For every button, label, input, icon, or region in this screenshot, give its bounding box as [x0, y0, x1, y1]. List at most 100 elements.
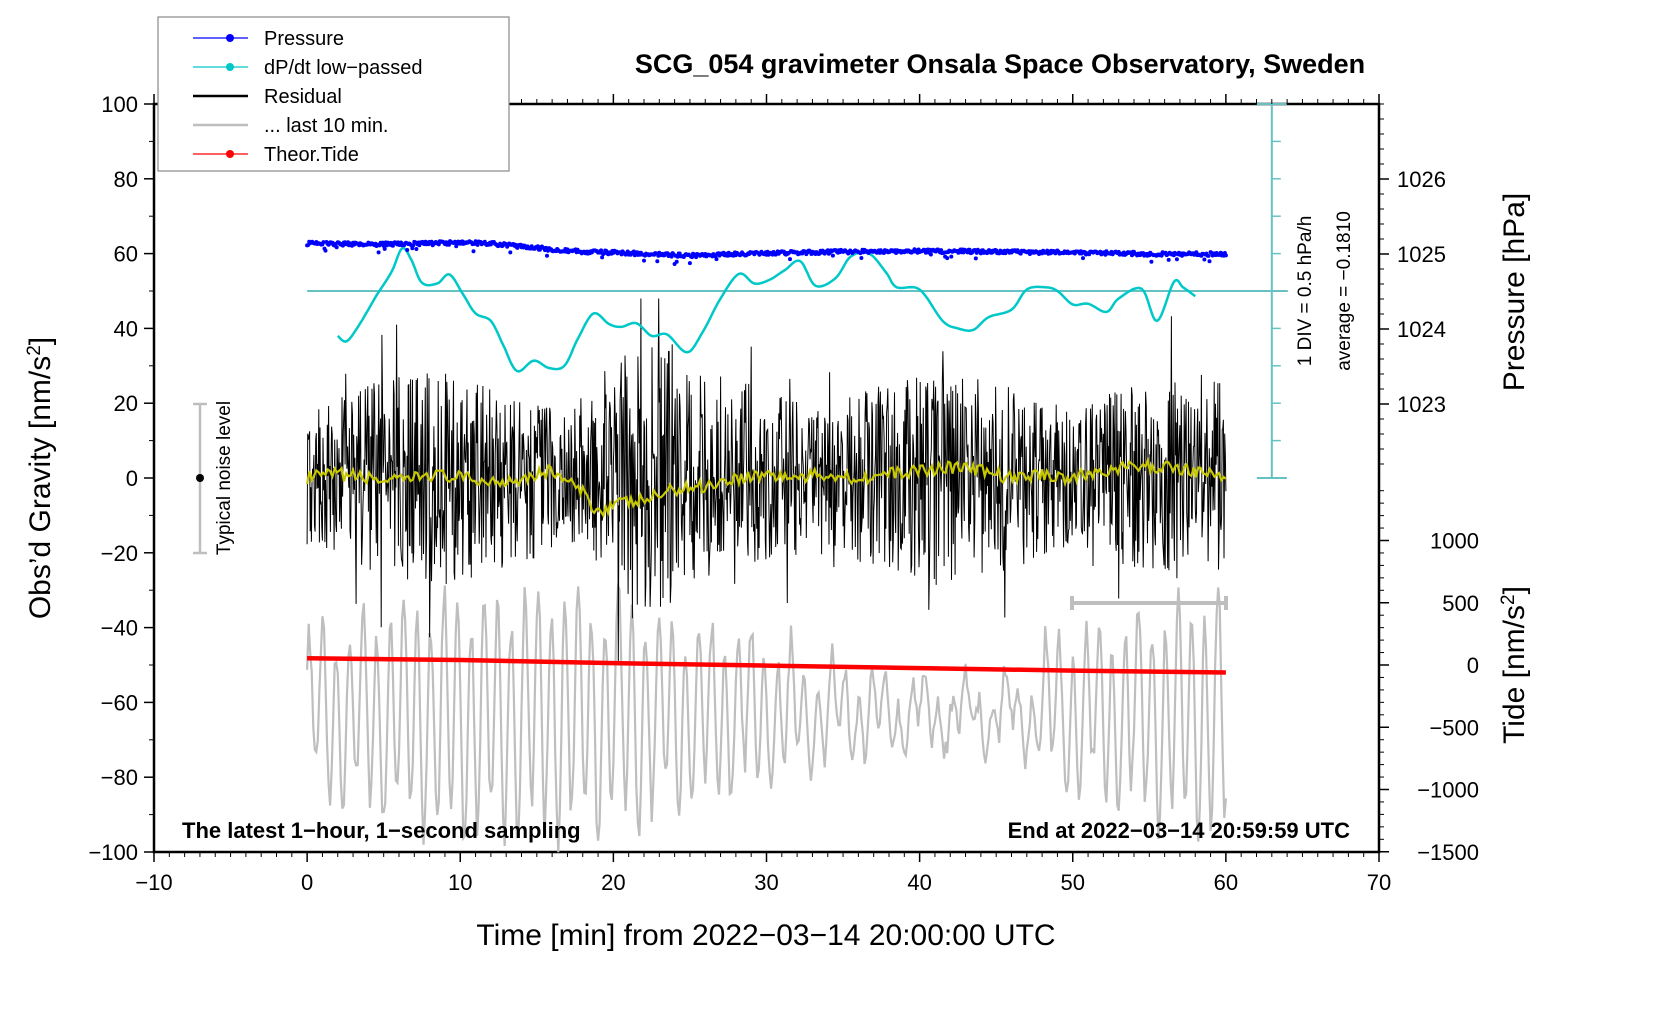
pressure-point	[655, 259, 660, 264]
dpdt-line	[336, 246, 1197, 373]
pressure-point	[382, 246, 387, 251]
pressure-point	[334, 245, 339, 250]
y-axis-tide-title-sup: 2	[1498, 594, 1519, 605]
x-tick-label: 50	[1061, 870, 1085, 895]
legend-label: Pressure	[264, 28, 344, 50]
legend-label: ... last 10 min.	[264, 115, 389, 137]
pressure-point	[471, 249, 476, 254]
pressure-point	[1081, 256, 1085, 261]
pressure-point	[1206, 253, 1211, 258]
legend-label: Theor.Tide	[264, 144, 359, 166]
y-left-tick-label: 60	[114, 242, 138, 267]
y-axis-tide: 1000 500 0 −500 −1000 −1500	[1379, 490, 1479, 865]
y-pressure-tick-label: 1024	[1397, 317, 1446, 342]
y-axis-left: 100 80 60 40 20 0 −20 −40 −60 −80 −100	[88, 92, 154, 865]
pressure-point	[405, 248, 410, 252]
pressure-point	[380, 240, 385, 245]
pressure-point	[545, 253, 549, 258]
pressure-point	[642, 258, 646, 263]
y-left-tick-label: −80	[101, 765, 138, 790]
residual-series	[306, 298, 1227, 665]
pressure-point	[414, 247, 419, 251]
pressure-point	[535, 244, 540, 249]
last-10-min-series	[306, 583, 1227, 853]
y-left-tick-label: −40	[101, 616, 138, 641]
x-tick-label: 60	[1214, 870, 1238, 895]
y-axis-left-title: Obs’d Gravity [nm/s2]	[24, 337, 58, 619]
pressure-point	[411, 243, 416, 248]
pressure-series	[305, 239, 1228, 266]
dpdt-series	[336, 246, 1197, 373]
y-axis-pressure-title: Pressure [hPa]	[1498, 193, 1531, 391]
y-tide-tick-label: −500	[1429, 715, 1479, 740]
y-tide-tick-label: 500	[1442, 591, 1479, 616]
x-tick-label: 70	[1367, 870, 1391, 895]
y-left-tick-label: 0	[126, 466, 138, 491]
last-10-min-line	[306, 583, 1227, 853]
pressure-point	[1202, 257, 1207, 262]
x-axis-title: Time [min] from 2022−03−14 20:00:00 UTC	[476, 919, 1055, 952]
y-axis-pressure: 1026 1025 1024 1023	[1379, 103, 1446, 465]
legend-entry: Theor.Tide	[193, 144, 359, 166]
pressure-point	[321, 240, 326, 245]
pressure-point	[945, 256, 950, 261]
pressure-point	[1223, 253, 1228, 258]
x-tick-label: 40	[907, 870, 931, 895]
residual-smoothed-line	[306, 456, 1227, 519]
pressure-point	[690, 255, 694, 260]
y-axis-left-title-end: ]	[24, 337, 57, 345]
pressure-point	[376, 250, 381, 255]
legend-label: dP/dt low−passed	[264, 57, 422, 79]
pressure-point	[687, 261, 692, 266]
y-left-tick-label: −100	[88, 840, 138, 865]
y-pressure-tick-label: 1023	[1397, 392, 1446, 417]
end-time-annotation: End at 2022−03−14 20:59:59 UTC	[1008, 818, 1351, 843]
y-tide-tick-label: 0	[1467, 653, 1479, 678]
sampling-annotation: The latest 1−hour, 1−second sampling	[182, 818, 581, 843]
dpdt-division-label: 1 DIV = 0.5 hPa/h	[1295, 216, 1316, 367]
theor-tide-line	[307, 655, 1226, 675]
pressure-point	[390, 243, 395, 248]
noise-bar-center-dot	[196, 474, 204, 482]
y-tide-tick-label: −1000	[1417, 778, 1479, 803]
y-tide-tick-label: −1500	[1417, 840, 1479, 865]
pressure-point	[967, 247, 972, 252]
legend-entry: dP/dt low−passed	[193, 57, 422, 79]
pressure-point	[1207, 259, 1212, 264]
residual-smoothed-series	[306, 456, 1227, 519]
dpdt-scale-axis	[307, 103, 1288, 479]
pressure-point	[973, 256, 978, 261]
pressure-point	[674, 259, 679, 264]
legend-swatch-marker	[226, 63, 234, 71]
pressure-point	[508, 250, 513, 255]
pressure-point	[1174, 257, 1179, 262]
pressure-point	[1166, 257, 1171, 262]
residual-line	[306, 298, 1227, 665]
pressure-point	[858, 251, 863, 256]
legend-entry: ... last 10 min.	[193, 115, 389, 137]
pressure-point	[1130, 253, 1134, 258]
y-tide-tick-label: 1000	[1430, 529, 1479, 554]
last-10-min-bracket	[1070, 596, 1228, 610]
x-tick-label: 10	[448, 870, 472, 895]
theor-tide-series	[307, 655, 1226, 675]
y-axis-tide-title: Tide [nm/s2]	[1498, 586, 1532, 744]
legend-box	[157, 16, 510, 172]
pressure-point	[949, 254, 954, 259]
pressure-point	[599, 248, 604, 253]
pressure-point	[859, 256, 864, 260]
pressure-point	[600, 255, 605, 260]
y-left-tick-label: 20	[114, 391, 138, 416]
y-left-tick-label: 40	[114, 316, 138, 341]
y-axis-left-title-base: Obs’d Gravity [nm/s	[24, 356, 57, 619]
pressure-point	[544, 245, 548, 250]
legend-entry: Residual	[193, 86, 342, 108]
pressure-point	[323, 248, 328, 253]
pressure-point	[675, 254, 680, 259]
x-tick-label: 20	[601, 870, 625, 895]
pressure-point	[788, 257, 792, 262]
y-axis-tide-title-end: ]	[1498, 586, 1531, 594]
chart-title: SCG_054 gravimeter Onsala Space Observat…	[635, 49, 1365, 79]
legend-swatch-marker	[226, 150, 234, 158]
